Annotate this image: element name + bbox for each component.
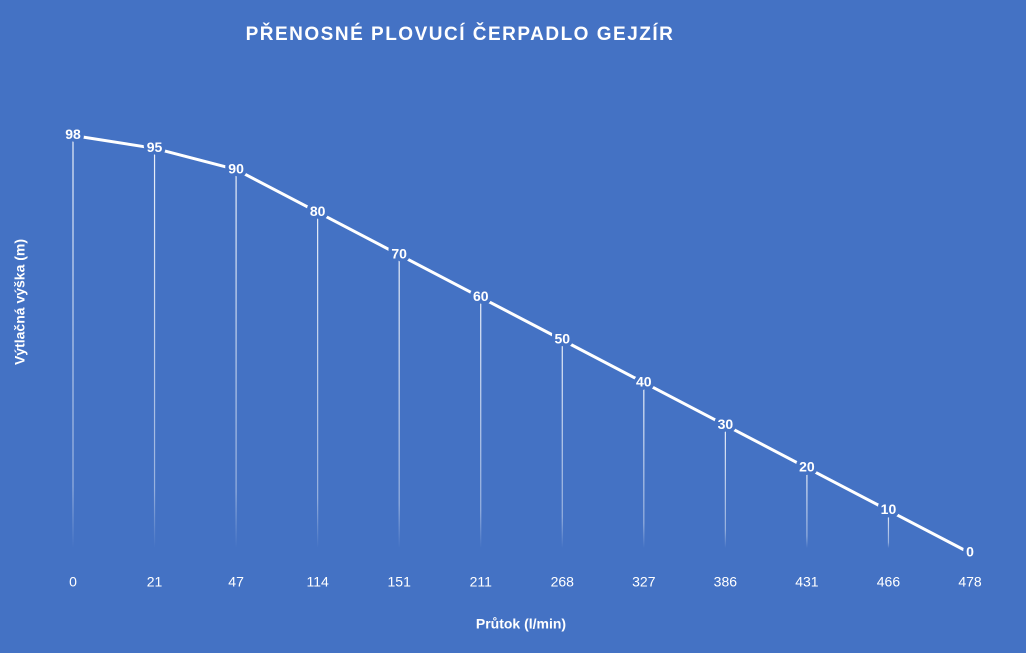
data-label: 70 xyxy=(391,246,407,262)
x-tick-label: 47 xyxy=(228,574,244,590)
x-tick-label: 0 xyxy=(69,574,77,590)
line-series xyxy=(72,134,971,555)
y-axis-title: Výtlačná výška (m) xyxy=(12,239,28,365)
drop-line xyxy=(72,135,74,548)
x-tick-label: 386 xyxy=(714,574,738,590)
drop-line xyxy=(317,212,319,548)
drop-line xyxy=(398,254,400,549)
drop-line xyxy=(480,297,482,548)
data-label: 30 xyxy=(718,416,734,432)
drop-line xyxy=(806,467,808,548)
data-label: 98 xyxy=(65,126,81,142)
x-tick-label: 211 xyxy=(470,574,493,590)
chart-title: PŘENOSNÉ PLOVUCÍ ČERPADLO GEJZÍR xyxy=(246,23,675,45)
x-tick-label: 478 xyxy=(958,574,982,590)
data-label: 95 xyxy=(147,139,163,155)
x-tick-label: 151 xyxy=(388,574,412,590)
drop-line xyxy=(724,425,726,548)
x-tick-label: 268 xyxy=(551,574,575,590)
drop-line xyxy=(153,148,156,549)
drop-line xyxy=(887,510,890,548)
data-label: 80 xyxy=(310,203,326,219)
data-label: 0 xyxy=(966,544,974,560)
x-tick-label: 431 xyxy=(795,574,819,590)
x-tick-label: 21 xyxy=(147,574,163,590)
data-label: 20 xyxy=(799,459,815,475)
data-label: 50 xyxy=(554,331,570,347)
drop-line xyxy=(561,340,563,548)
x-tick-label: 466 xyxy=(877,574,901,590)
x-tick-label: 114 xyxy=(306,574,329,590)
data-label: 10 xyxy=(881,501,897,517)
data-label: 40 xyxy=(636,373,652,389)
drop-line xyxy=(643,382,645,548)
data-label: 90 xyxy=(228,160,244,176)
drop-line xyxy=(235,169,237,548)
x-tick-label: 327 xyxy=(632,574,656,590)
x-axis-title: Průtok (l/min) xyxy=(476,616,566,632)
data-label: 60 xyxy=(473,288,489,304)
